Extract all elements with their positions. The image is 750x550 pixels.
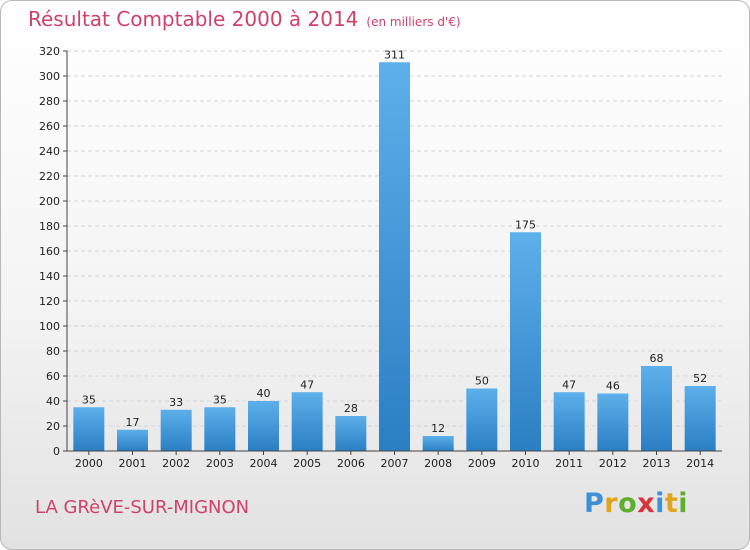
y-tick-label: 300 [39, 70, 60, 83]
chart-unit: (en milliers d'€) [366, 15, 461, 29]
y-tick-label: 200 [39, 195, 60, 208]
y-tick-label: 180 [39, 220, 60, 233]
y-tick-label: 160 [39, 245, 60, 258]
y-tick-label: 60 [46, 370, 60, 383]
data-label: 52 [693, 372, 707, 385]
bar [641, 366, 672, 451]
bar [335, 416, 367, 451]
x-tick-label: 2007 [381, 457, 409, 470]
bar [597, 393, 629, 451]
data-label: 17 [126, 416, 140, 429]
bar [248, 401, 279, 451]
logo-letter: t [664, 488, 679, 519]
bar [466, 388, 498, 451]
x-tick-label: 2001 [119, 457, 147, 470]
y-tick-label: 140 [39, 270, 60, 283]
y-tick-label: 240 [39, 145, 60, 158]
x-tick-label: 2003 [206, 457, 234, 470]
logo-letter: r [604, 488, 619, 519]
x-tick-label: 2008 [424, 457, 452, 470]
bar [204, 407, 236, 451]
x-tick-label: 2002 [162, 457, 190, 470]
x-tick-label: 2004 [250, 457, 278, 470]
x-tick-label: 2012 [599, 457, 627, 470]
chart-title-text: Résultat Comptable 2000 à 2014 [28, 7, 359, 31]
x-tick-label: 2006 [337, 457, 365, 470]
bar [510, 232, 541, 451]
bar [117, 429, 148, 451]
y-tick-label: 100 [39, 320, 60, 333]
data-label: 175 [515, 218, 536, 231]
x-tick-label: 2011 [555, 457, 583, 470]
data-label: 47 [562, 378, 576, 391]
x-tick-label: 2005 [293, 457, 321, 470]
bar [553, 392, 585, 451]
bar [379, 62, 410, 451]
y-tick-label: 80 [46, 345, 60, 358]
x-tick-label: 2013 [643, 457, 671, 470]
y-tick-label: 40 [46, 395, 60, 408]
y-tick-label: 280 [39, 95, 60, 108]
logo-letter: P [584, 488, 605, 519]
bar [291, 392, 323, 451]
logo-letter: i [655, 488, 665, 519]
x-tick-label: 2010 [512, 457, 540, 470]
data-label: 12 [431, 422, 445, 435]
x-tick-label: 2014 [686, 457, 714, 470]
y-tick-label: 120 [39, 295, 60, 308]
data-label: 46 [606, 380, 620, 393]
y-tick-label: 0 [53, 445, 60, 458]
logo-letter: i [678, 488, 689, 519]
logo-letter: o [618, 488, 638, 519]
data-label: 28 [344, 402, 358, 415]
bar [684, 386, 716, 451]
commune-name: LA GRèVE-SUR-MIGNON [35, 497, 250, 518]
data-label: 68 [650, 352, 664, 365]
data-label: 40 [257, 387, 271, 400]
proxiti-logo: Proxiti [584, 488, 688, 519]
y-tick-label: 20 [46, 420, 60, 433]
data-label: 35 [82, 393, 96, 406]
data-label: 47 [300, 378, 314, 391]
x-tick-label: 2000 [75, 457, 103, 470]
data-label: 35 [213, 393, 227, 406]
data-label: 50 [475, 375, 489, 388]
y-tick-label: 320 [39, 45, 60, 58]
bar [73, 407, 105, 451]
y-tick-label: 260 [39, 120, 60, 133]
bar [160, 409, 192, 451]
x-tick-label: 2009 [468, 457, 496, 470]
data-label: 311 [384, 48, 405, 61]
logo-letter: x [637, 488, 656, 519]
bar [422, 436, 454, 451]
data-label: 33 [169, 396, 183, 409]
chart-title: Résultat Comptable 2000 à 2014 (en millie… [28, 7, 461, 31]
y-tick-label: 220 [39, 170, 60, 183]
